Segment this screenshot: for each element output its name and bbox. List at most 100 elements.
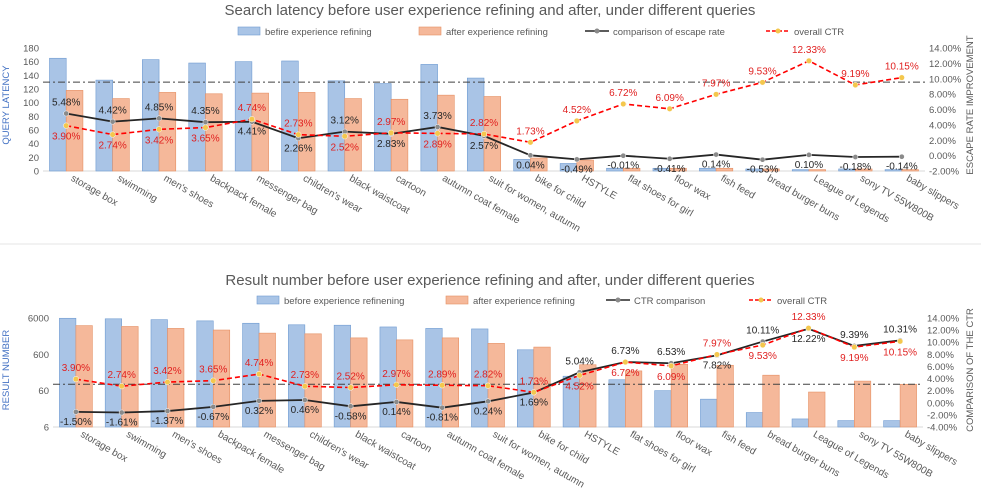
point-gold bbox=[202, 124, 209, 131]
data-label-red: 9.19% bbox=[840, 353, 868, 364]
category-label: men's shoes bbox=[170, 429, 224, 466]
data-label-black: 12.22% bbox=[792, 334, 826, 345]
data-label-black: 0.24% bbox=[474, 406, 502, 417]
point-black bbox=[393, 399, 400, 405]
bar-after bbox=[167, 328, 185, 428]
point-black bbox=[301, 397, 308, 403]
data-label-red: 10.15% bbox=[885, 62, 919, 73]
bar-after bbox=[530, 157, 548, 172]
data-label-red: 3.90% bbox=[52, 132, 80, 143]
point-black bbox=[713, 151, 719, 158]
legend-swatch-before bbox=[237, 26, 261, 36]
point-black bbox=[852, 154, 859, 160]
point-gold bbox=[118, 383, 125, 390]
bar-after bbox=[899, 383, 917, 428]
data-label-red: 6.09% bbox=[657, 372, 685, 383]
right-tick-label: 10.00% bbox=[929, 74, 962, 85]
data-label-black: -0.14% bbox=[886, 162, 918, 173]
category-label: floor wax bbox=[674, 429, 714, 459]
right-tick-label: 2.00% bbox=[929, 136, 956, 147]
bar-after bbox=[533, 346, 551, 428]
bar-before bbox=[883, 420, 901, 428]
point-black bbox=[210, 403, 217, 410]
left-tick-label: 140 bbox=[23, 71, 39, 82]
data-label-red: 2.73% bbox=[284, 119, 312, 130]
chart-2-ylabel-left: RESULT NUMBER bbox=[1, 330, 12, 411]
left-tick-label: 20 bbox=[28, 153, 39, 164]
point-gold bbox=[666, 105, 673, 112]
point-gold bbox=[805, 325, 812, 332]
right-tick-label: 0.00% bbox=[927, 398, 954, 409]
bar-before bbox=[281, 60, 299, 172]
bar-after bbox=[808, 169, 826, 172]
category-label: cartoon bbox=[399, 429, 433, 455]
data-label-red: 6.72% bbox=[609, 88, 637, 99]
data-label-red: 2.73% bbox=[291, 370, 319, 381]
data-label-red: 2.89% bbox=[423, 139, 451, 150]
legend-label-ctr: overall CTR bbox=[777, 296, 827, 307]
data-label-black: 2.83% bbox=[377, 139, 405, 150]
bar-after bbox=[304, 333, 322, 428]
right-tick-label: 4.00% bbox=[927, 374, 954, 385]
legend-label-before: befire experience refining bbox=[265, 27, 372, 38]
data-label-black: 9.39% bbox=[840, 330, 868, 341]
legend-marker-black bbox=[615, 297, 621, 303]
left-tick-label: 160 bbox=[23, 57, 39, 68]
right-tick-label: 6.00% bbox=[927, 362, 954, 373]
data-label-red: 4.74% bbox=[245, 358, 273, 369]
point-black bbox=[434, 124, 441, 130]
left-tick-label: 60 bbox=[28, 126, 39, 137]
data-label-red: 2.52% bbox=[331, 142, 359, 153]
point-black bbox=[256, 397, 262, 404]
bar-after bbox=[65, 90, 84, 172]
chart-latency: Search latency before user experience re… bbox=[1, 2, 976, 235]
data-label-black: -0.53% bbox=[747, 165, 779, 176]
right-tick-label: 0.00% bbox=[929, 151, 956, 162]
category-label: autumn coat female bbox=[445, 429, 527, 483]
chart-1-legend: befire experience refining after experie… bbox=[237, 26, 844, 38]
point-black bbox=[73, 409, 79, 415]
left-tick-label: 80 bbox=[28, 112, 39, 123]
point-gold bbox=[484, 382, 492, 389]
bar-after bbox=[716, 364, 734, 428]
category-label: fish feed bbox=[719, 173, 757, 201]
data-label-red: 3.65% bbox=[199, 365, 227, 376]
point-gold bbox=[480, 130, 488, 137]
data-label-red: 4.74% bbox=[238, 103, 266, 114]
right-tick-label: 14.00% bbox=[927, 314, 960, 325]
point-gold bbox=[256, 371, 263, 378]
point-black bbox=[63, 110, 70, 117]
chart-1-title: Search latency before user experience re… bbox=[225, 2, 756, 19]
left-tick-label: 6000 bbox=[28, 314, 49, 325]
point-gold bbox=[713, 351, 720, 358]
right-tick-label: 12.00% bbox=[927, 326, 960, 337]
right-tick-label: 12.00% bbox=[929, 59, 962, 70]
data-label-black: -0.01% bbox=[607, 161, 639, 172]
bar-after bbox=[298, 92, 316, 172]
right-tick-label: 4.00% bbox=[929, 120, 956, 131]
data-label-red: 9.19% bbox=[841, 69, 869, 80]
category-label: League of Legends bbox=[811, 173, 891, 225]
point-black bbox=[156, 115, 162, 122]
data-label-red: 3.42% bbox=[145, 135, 173, 146]
legend-swatch-before bbox=[256, 295, 280, 305]
point-gold bbox=[573, 117, 580, 124]
point-gold bbox=[759, 342, 766, 349]
data-label-black: -0.81% bbox=[426, 413, 458, 424]
point-gold bbox=[527, 139, 534, 146]
bar-after bbox=[121, 326, 139, 428]
bar-after bbox=[669, 167, 687, 172]
left-tick-label: 100 bbox=[23, 98, 39, 109]
point-gold bbox=[852, 81, 859, 89]
point-gold bbox=[576, 372, 583, 379]
right-tick-label: -4.00% bbox=[927, 423, 958, 434]
bar-before bbox=[608, 379, 626, 428]
data-label-red: 2.74% bbox=[108, 370, 136, 381]
point-gold bbox=[156, 126, 163, 133]
data-label-red: 4.52% bbox=[565, 381, 593, 392]
left-tick-label: 0 bbox=[34, 167, 39, 178]
data-label-black: 0.10% bbox=[795, 160, 823, 171]
left-tick-label: 120 bbox=[23, 85, 39, 96]
point-gold bbox=[63, 122, 70, 129]
